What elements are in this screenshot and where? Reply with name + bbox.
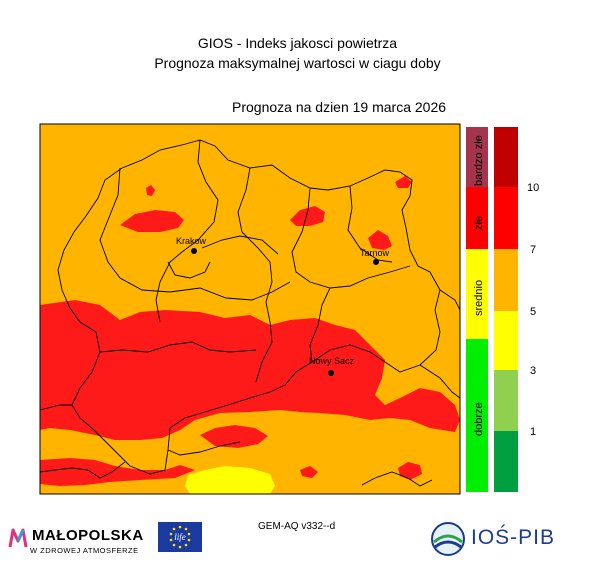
map-panel: Krakow Tarnow Nowy Sacz: [39, 123, 461, 495]
legend-label-moderate: srednio: [473, 280, 485, 316]
high-zone-tarnow: [368, 230, 392, 250]
scale-band-4: [494, 311, 518, 370]
city-marker-nowy-sacz: [328, 370, 334, 376]
national-border-south: [39, 364, 461, 456]
high-zone-southwest-strip: [40, 458, 195, 486]
title-line-1: GIOS - Indeks jakosci powietrza: [197, 35, 398, 51]
legend-label-good: dobrze: [473, 402, 485, 436]
scale-tick-1: 1: [530, 426, 536, 438]
city-marker-krakow: [191, 248, 197, 254]
scale-tick-10: 10: [527, 182, 539, 194]
high-zone-north-east: [395, 176, 412, 188]
scale-band-3: [494, 249, 518, 311]
high-zone-west-krakow: [120, 210, 184, 232]
voivodeship-border: [57, 139, 441, 475]
high-zone-center-east: [300, 466, 318, 478]
model-label: GEM-AQ v332--d: [258, 521, 336, 532]
ios-pib-logo: IOŚ-PIB: [427, 519, 567, 559]
border-inner-4: [291, 187, 411, 289]
scale-tick-3: 3: [530, 365, 536, 377]
legend-label-very-bad: bardzo złe: [473, 135, 485, 186]
legend-bar-very-bad: [466, 127, 488, 187]
eu-life-logo: life: [158, 522, 202, 552]
border-inner-3: [237, 167, 273, 383]
high-zone-south: [40, 300, 460, 440]
border-inner-5: [347, 185, 393, 263]
malopolska-logo: MAŁOPOLSKA W ZDROWEJ ATMOSFERZE: [8, 523, 148, 559]
high-zone-north-center: [290, 206, 325, 226]
malopolska-m-icon: [8, 528, 28, 548]
scale-band-5: [494, 370, 518, 431]
scale-band-2: [494, 187, 518, 249]
border-southwest: [39, 461, 126, 479]
city-label-tarnow: Tarnow: [360, 248, 390, 258]
scale-band-1: [494, 127, 518, 187]
malopolska-name: MAŁOPOLSKA: [32, 527, 144, 544]
eu-life-text: life: [174, 532, 186, 542]
legend-bar-bad: [466, 187, 488, 249]
border-southeast: [361, 471, 433, 487]
value-scale: 10 7 5 3 1: [494, 127, 539, 492]
forecast-date: Prognoza na dzien 19 marca 2026: [232, 99, 447, 115]
scale-tick-7: 7: [530, 244, 536, 256]
legend-label-bad: złe: [473, 216, 485, 230]
scale-band-6: [494, 431, 518, 492]
ios-pib-name: IOŚ-PIB: [471, 526, 556, 549]
ios-globe-icon: [431, 522, 465, 556]
border-inner-7: [201, 235, 279, 255]
border-inner-1: [99, 167, 291, 301]
low-zone-south: [185, 466, 275, 494]
scale-tick-5: 5: [530, 306, 536, 318]
border-inner-6: [309, 287, 331, 363]
malopolska-subtitle: W ZDROWEJ ATMOSFERZE: [30, 546, 139, 555]
cities: Krakow Tarnow Nowy Sacz: [176, 236, 390, 376]
border-inner-10: [439, 289, 461, 311]
category-legend: bardzo złe złe srednio dobrze: [466, 127, 488, 492]
high-zone-southeast-small: [398, 462, 422, 480]
border-inner-2: [155, 139, 219, 323]
city-label-krakow: Krakow: [176, 236, 207, 246]
city-label-nowy-sacz: Nowy Sacz: [309, 356, 355, 366]
high-zone-south-center: [200, 425, 268, 448]
title-line-2: Prognoza maksymalnej wartosci w ciagu do…: [154, 55, 441, 71]
border-inner-8: [99, 341, 257, 353]
legend-bar-moderate: [466, 249, 488, 339]
legend-bar-good: [466, 339, 488, 492]
map-frame: [39, 123, 461, 495]
high-zone-north-west: [146, 185, 155, 196]
region-borders: [39, 139, 461, 487]
eu-stars-icon: life: [169, 525, 191, 549]
high-zones: [40, 176, 460, 486]
border-inner-9: [167, 261, 211, 279]
city-marker-tarnow: [373, 259, 379, 265]
